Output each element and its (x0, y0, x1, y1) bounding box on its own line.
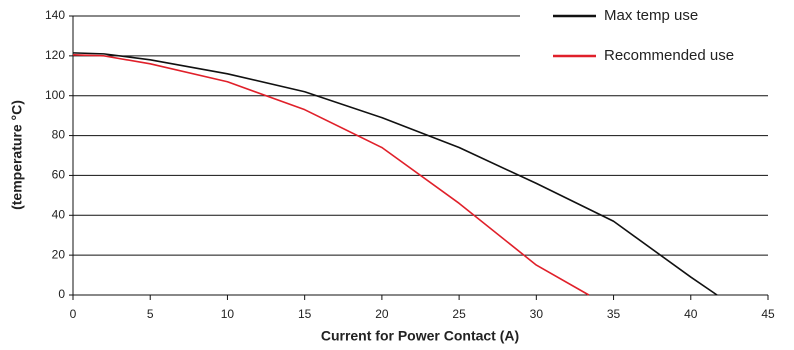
y-tick-label: 60 (52, 168, 66, 182)
legend-label: Max temp use (604, 7, 698, 24)
x-tick-label: 40 (684, 307, 698, 321)
legend-label: Recommended use (604, 47, 734, 64)
x-tick-label: 45 (761, 307, 775, 321)
x-tick-label: 25 (452, 307, 466, 321)
x-tick-label: 20 (375, 307, 389, 321)
y-axis-label: (temperature °C) (9, 100, 25, 210)
y-tick-label: 80 (52, 128, 66, 142)
y-tick-label: 120 (45, 48, 65, 62)
series-line (72, 54, 590, 296)
y-tick-label: 40 (52, 207, 66, 221)
series-line (72, 52, 718, 296)
y-tick-label: 140 (45, 8, 65, 22)
y-tick-label: 20 (52, 247, 66, 261)
x-tick-label: 10 (221, 307, 235, 321)
x-axis-label: Current for Power Contact (A) (321, 328, 519, 344)
x-tick-label: 35 (607, 307, 621, 321)
x-tick-label: 5 (147, 307, 154, 321)
x-tick-label: 0 (70, 307, 77, 321)
y-tick-label: 0 (58, 287, 65, 301)
x-tick-label: 30 (530, 307, 544, 321)
x-tick-label: 15 (298, 307, 312, 321)
y-tick-label: 100 (45, 88, 65, 102)
